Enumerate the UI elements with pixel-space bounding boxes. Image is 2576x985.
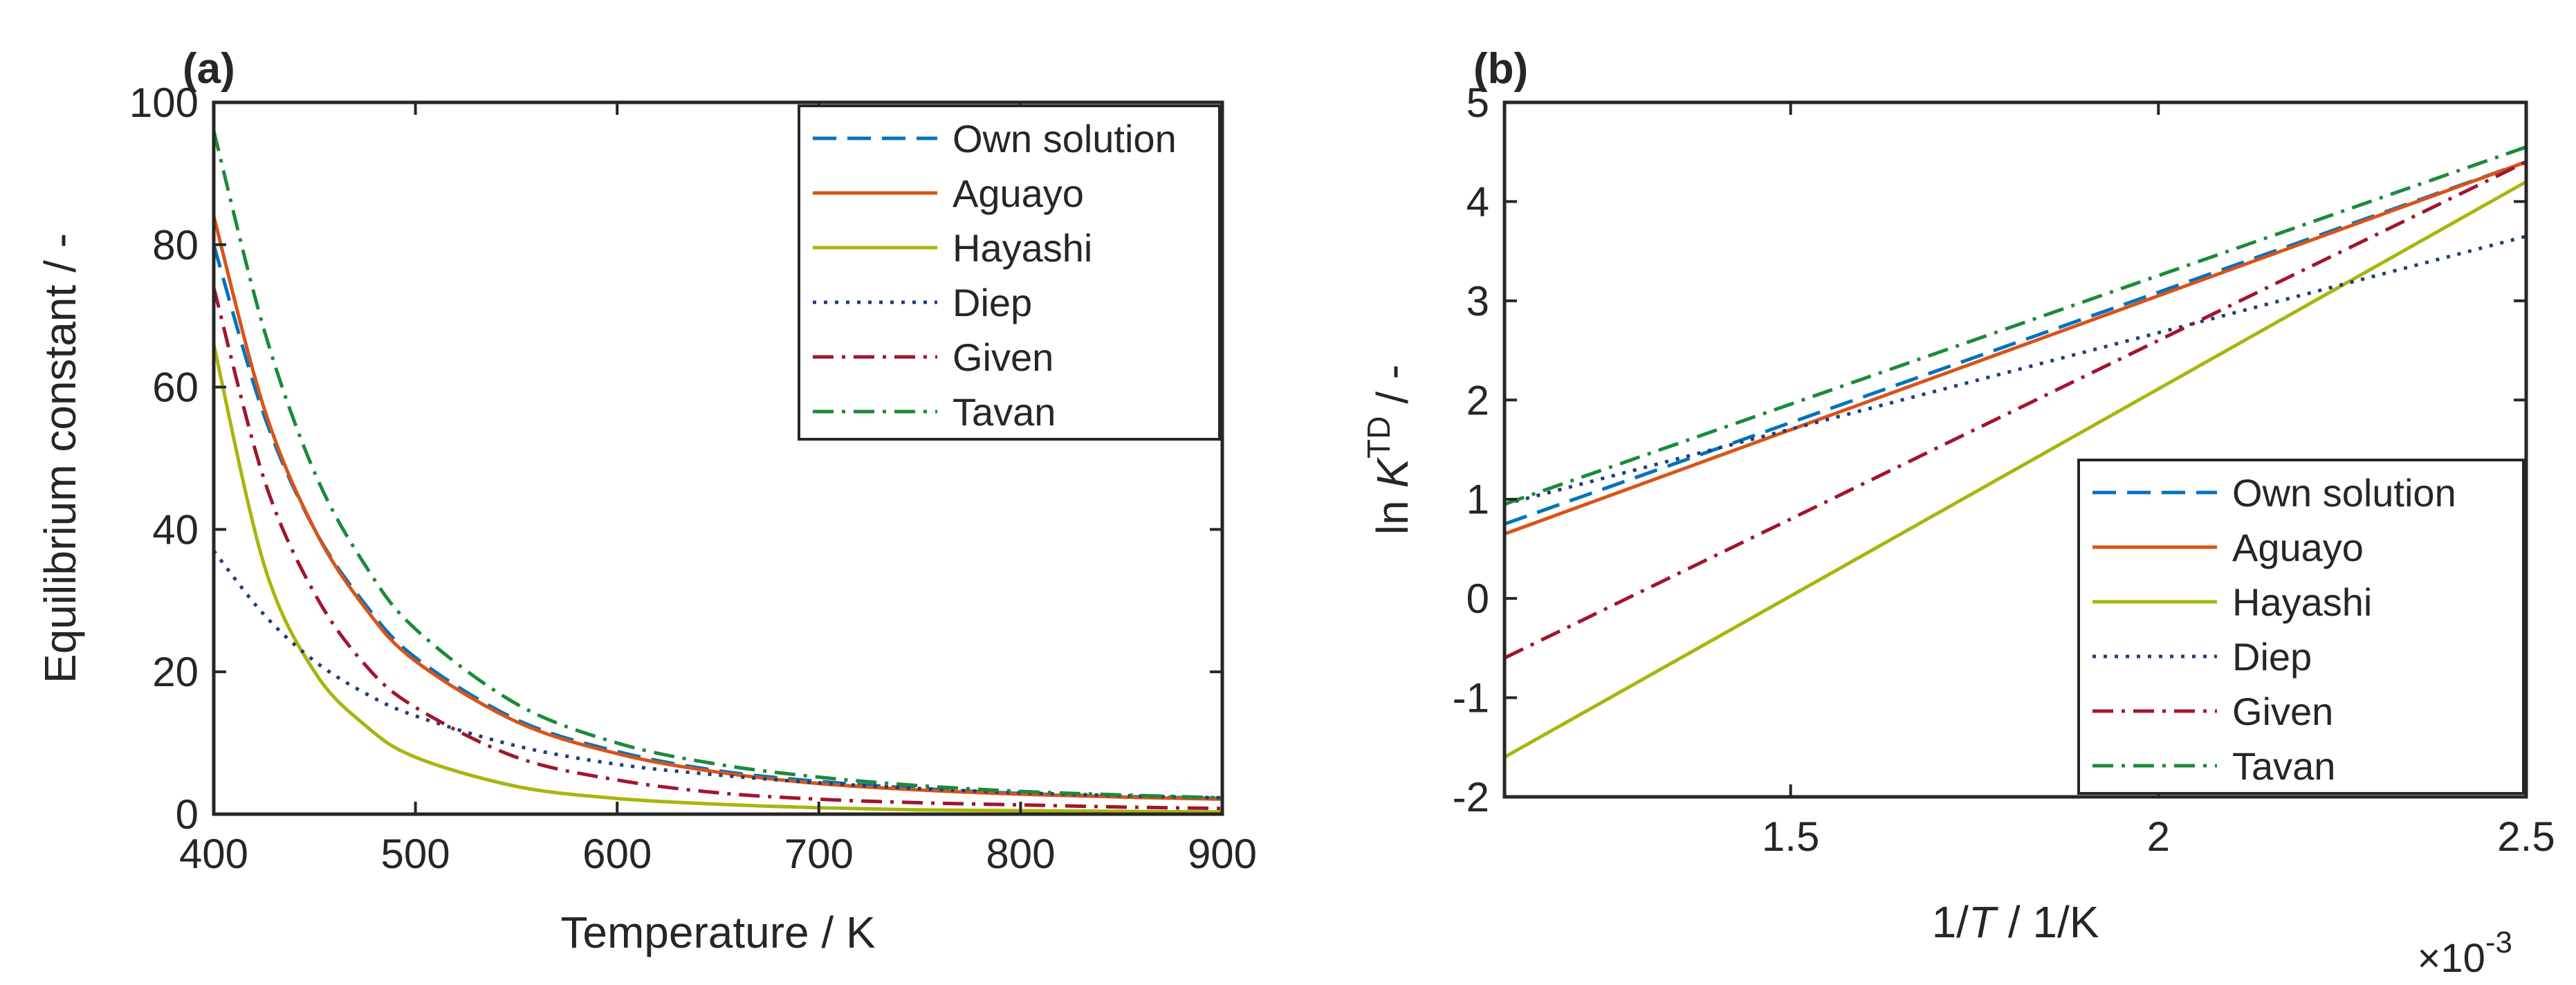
legend-label-tavan: Tavan [953, 390, 1056, 434]
chart-panel-a: 400 500 600 700 800 900 0 20 40 60 80 100(a) Tempera… [35, 45, 1257, 957]
x-axis-label-part: T [1969, 897, 1998, 947]
panel-label: (a) [183, 45, 235, 93]
x-axis-label: Temperature / K [560, 908, 875, 957]
legend-label-given: Given [953, 335, 1054, 379]
legend-label-tavan: Tavan [2232, 744, 2335, 788]
x-tick-label: 500 [381, 831, 450, 877]
y-tick-label: -2 [1453, 774, 1489, 820]
y-tick-label: 2 [1466, 377, 1489, 423]
series-group [1505, 145, 2526, 759]
legend-box [2077, 459, 2525, 795]
y-axis-label: ln KTD / - [1361, 365, 1417, 535]
legend-label-own-solution: Own solution [2232, 471, 2456, 515]
axes-box [1502, 100, 2528, 799]
x-tick-label: 1.5 [1762, 813, 1819, 860]
legend-label-diep: Diep [2232, 635, 2312, 679]
x-axis-multiplier-exponent: -3 [2485, 926, 2512, 959]
chart-panel-b: 1.5 2 2.5 -2 -1 0 1 2 3 4 5(b) 1/T / 1/K ln KTD / - ×… [1361, 45, 2555, 981]
series-line-given [1505, 160, 2526, 660]
y-tick-label: 40 [152, 506, 199, 553]
series-line-tavan [1505, 145, 2526, 506]
legend-label-given: Given [2232, 690, 2333, 733]
y-tick-label: 60 [152, 365, 199, 411]
y-tick-label: 5 [1466, 80, 1489, 126]
legend-label-own-solution: Own solution [953, 117, 1177, 160]
legend: Own solution Aguayo Hayashi Diep Given Tavan [798, 104, 1221, 441]
series-line-given [214, 286, 1222, 811]
x-tick-label: 2.5 [2497, 813, 2555, 860]
x-tick-label: 700 [784, 831, 854, 877]
legend-label-hayashi: Hayashi [2232, 580, 2372, 624]
x-tick-label: 900 [1188, 831, 1257, 877]
y-tick-label: 0 [1466, 576, 1489, 622]
series-line-hayashi [1505, 180, 2526, 759]
x-axis-multiplier: ×10-3 [2417, 926, 2512, 981]
legend-label-aguayo: Aguayo [953, 172, 1084, 215]
legend-label-hayashi: Hayashi [953, 226, 1092, 270]
axes-box [212, 100, 1224, 816]
x-axis-label-part: / 1/K [1996, 897, 2099, 947]
series-line-tavan [214, 130, 1222, 800]
legend-label-diep: Diep [953, 281, 1032, 324]
y-tick-label: 3 [1466, 278, 1489, 324]
legend: Own solution Aguayo Hayashi Diep Given Tavan [2077, 459, 2525, 795]
y-tick-label: 80 [152, 222, 199, 268]
x-axis-label: 1/T / 1/K [1932, 897, 2099, 947]
legend-box [798, 104, 1221, 441]
y-tick-label: -1 [1453, 675, 1489, 721]
panel-label: (b) [1473, 45, 1528, 93]
y-axis-label: Equilibrium constant / - [35, 233, 85, 683]
series-line-aguayo [1505, 160, 2526, 536]
legend-label-aguayo: Aguayo [2232, 526, 2364, 569]
y-axis-label-superscript: TD [1361, 416, 1397, 459]
x-tick-label: 600 [582, 831, 652, 877]
y-tick-label: 100 [129, 80, 199, 126]
y-axis-label-part: / - [1368, 365, 1417, 416]
y-axis-label-part: ln [1368, 488, 1417, 535]
x-tick-label: 400 [179, 831, 248, 877]
y-axis-label-part: K [1368, 457, 1417, 488]
x-tick-label: 800 [986, 831, 1055, 877]
y-tick-label: 20 [152, 649, 199, 695]
series-line-diep [214, 549, 1222, 800]
y-tick-label: 4 [1466, 178, 1489, 225]
x-axis-label-part: 1/ [1932, 897, 1969, 947]
y-tick-label: 1 [1466, 477, 1489, 523]
x-axis-multiplier-base: ×10 [2417, 936, 2485, 981]
y-tick-label: 0 [176, 791, 199, 838]
x-tick-label: 2 [2147, 813, 2170, 860]
